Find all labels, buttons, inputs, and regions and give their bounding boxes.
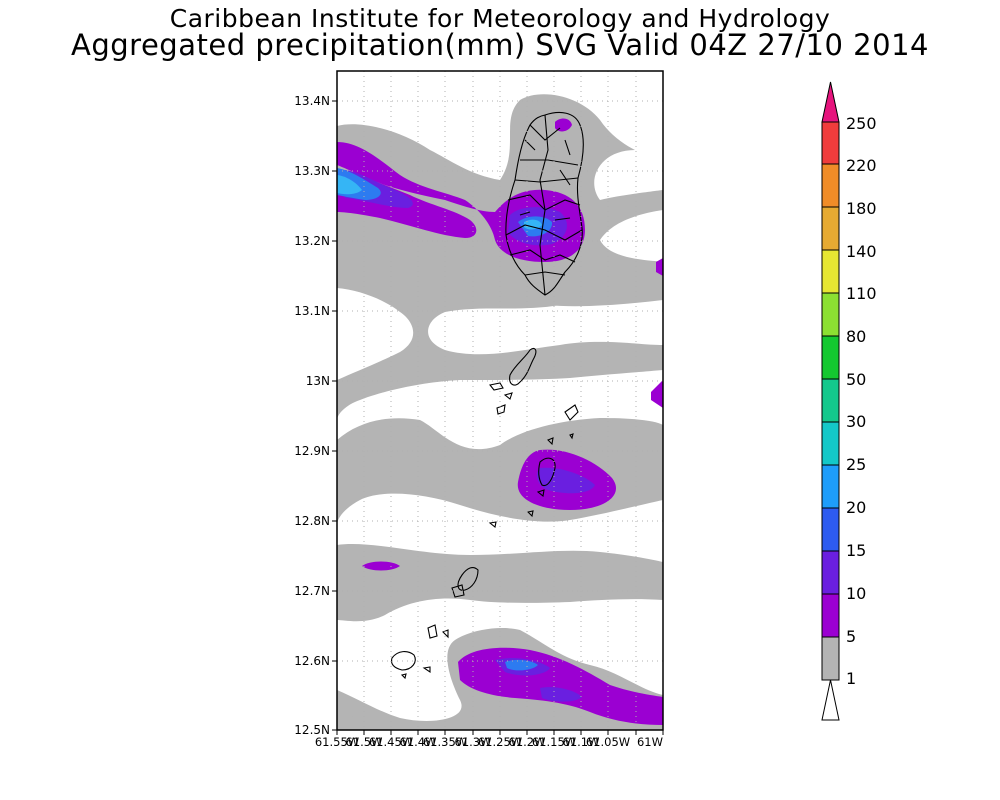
lon-label: 61W <box>637 735 663 749</box>
lat-label: 12.9N <box>294 444 330 458</box>
lat-label: 13.4N <box>294 94 330 108</box>
lat-label: 13N <box>306 374 330 388</box>
colorbar <box>821 81 840 721</box>
colorbar-label: 140 <box>846 242 877 261</box>
colorbar-label: 1 <box>846 669 856 688</box>
title-line-1: Caribbean Institute for Meteorology and … <box>169 4 831 33</box>
colorbar-swatch <box>821 421 840 466</box>
lon-label: 61.35W <box>423 735 467 749</box>
lon-label: 61.25W <box>478 735 522 749</box>
lat-label: 13.1N <box>294 304 330 318</box>
colorbar-swatch <box>821 378 840 423</box>
colorbar-swatch <box>821 636 840 681</box>
lat-ticks <box>332 100 337 731</box>
colorbar-swatch <box>821 507 840 552</box>
lon-labels: 61.55W 61.5W 61.45W 61.4W 61.35W 61.3W 6… <box>315 735 663 749</box>
colorbar-cap-low <box>821 679 840 721</box>
colorbar-swatch <box>821 593 840 638</box>
title-line-2: Aggregated precipitation(mm) SVG Valid 0… <box>71 28 929 62</box>
colorbar-swatch <box>821 121 840 165</box>
lon-ticks <box>336 730 664 735</box>
lon-label: 61.1W <box>563 735 600 749</box>
colorbar-label: 10 <box>846 584 866 603</box>
colorbar-label: 180 <box>846 199 877 218</box>
colorbar-labels: 1 5 10 15 20 25 30 50 80 110 140 180 220… <box>846 114 877 688</box>
colorbar-swatch <box>821 163 840 208</box>
colorbar-label: 30 <box>846 412 866 431</box>
colorbar-label: 5 <box>846 627 856 646</box>
lon-label: 61.4W <box>400 735 437 749</box>
lat-label: 13.2N <box>294 234 330 248</box>
lat-label: 12.8N <box>294 514 330 528</box>
colorbar-swatch <box>821 335 840 380</box>
lon-label: 61.15W <box>532 735 576 749</box>
colorbar-label: 25 <box>846 455 866 474</box>
peak-precip-core <box>337 175 542 230</box>
colorbar-swatch <box>821 206 840 251</box>
lon-label: 61.45W <box>369 735 413 749</box>
grenadines-islands <box>390 347 579 680</box>
lon-label: 61.05W <box>586 735 630 749</box>
lon-label: 61.2W <box>509 735 546 749</box>
colorbar-swatch <box>821 464 840 509</box>
lat-label: 13.3N <box>294 164 330 178</box>
lon-label: 61.55W <box>315 735 359 749</box>
colorbar-label: 80 <box>846 327 866 346</box>
colorbar-label: 220 <box>846 156 877 175</box>
lon-label: 61.5W <box>346 735 383 749</box>
st-vincent-island <box>505 111 584 296</box>
colorbar-label: 20 <box>846 498 866 517</box>
colorbar-cap-high <box>821 81 840 123</box>
colorbar-label: 15 <box>846 541 866 560</box>
colorbar-label: 250 <box>846 114 877 133</box>
colorbar-label: 110 <box>846 284 877 303</box>
colorbar-swatch <box>821 249 840 294</box>
lat-label: 12.7N <box>294 584 330 598</box>
lat-label: 12.6N <box>294 654 330 668</box>
lon-label: 61.3W <box>455 735 492 749</box>
colorbar-swatch <box>821 292 840 337</box>
colorbar-label: 50 <box>846 370 866 389</box>
colorbar-swatch <box>821 550 840 595</box>
lat-label: 12.5N <box>294 723 330 737</box>
lat-labels: 13.4N 13.3N 13.2N 13.1N 13N 12.9N 12.8N … <box>294 94 330 737</box>
precipitation-field <box>337 94 663 730</box>
